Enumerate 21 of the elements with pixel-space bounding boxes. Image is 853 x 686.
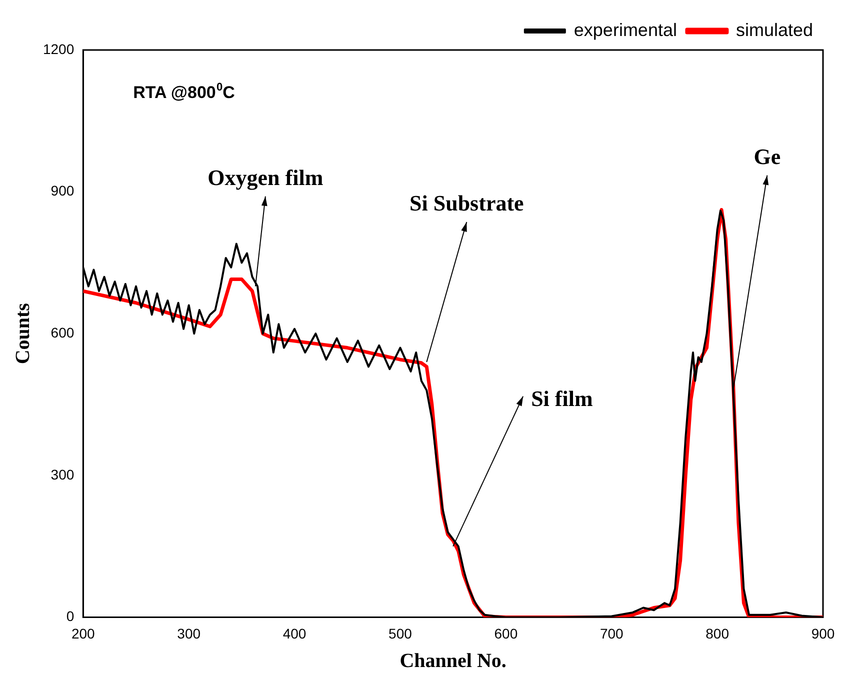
x-tick-label: 200 — [71, 625, 96, 642]
legend-label: simulated — [736, 20, 814, 40]
y-tick-label: 1200 — [42, 40, 74, 57]
x-tick-label: 400 — [282, 625, 306, 642]
y-tick-label: 0 — [66, 608, 74, 624]
annotation: Si Substrate — [410, 190, 524, 216]
x-tick-label: 600 — [494, 625, 518, 642]
x-tick-label: 800 — [706, 625, 730, 642]
x-tick-label: 900 — [811, 625, 835, 642]
annotation: Ge — [754, 144, 781, 170]
annotation: Oxygen film — [208, 165, 324, 190]
x-tick-label: 700 — [600, 625, 624, 642]
y-tick-label: 900 — [50, 182, 74, 199]
legend-label: experimental — [574, 20, 677, 40]
x-tick-label: 300 — [177, 625, 201, 642]
y-tick-label: 600 — [50, 324, 74, 340]
y-tick-label: 300 — [50, 466, 74, 482]
y-axis-title: Counts — [12, 302, 34, 364]
x-axis-title: Channel No. — [400, 650, 506, 672]
annotation: Si film — [531, 386, 593, 411]
x-tick-label: 500 — [388, 625, 412, 642]
